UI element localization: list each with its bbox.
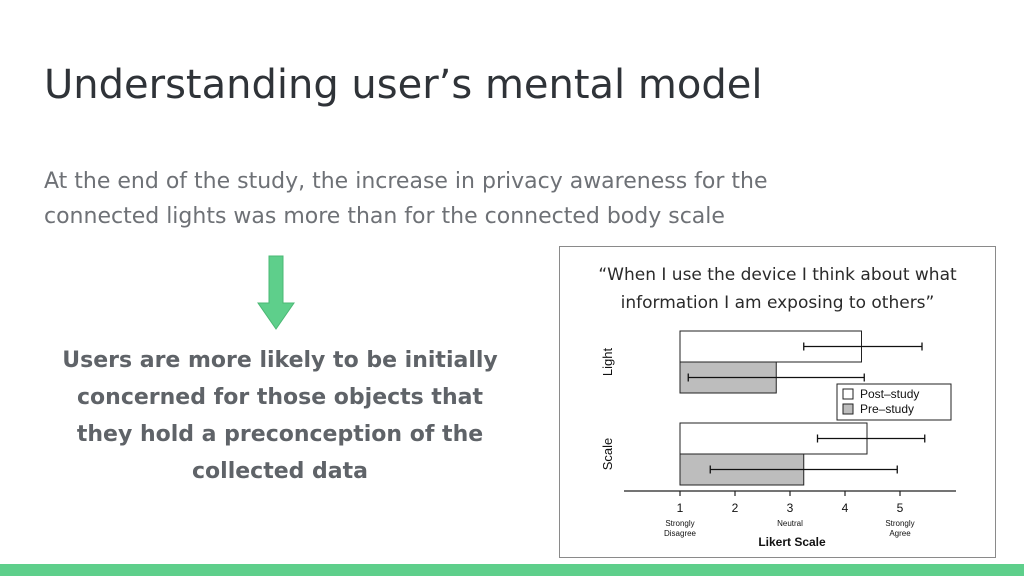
conclusion-line: collected data xyxy=(192,459,368,484)
category-label: Light xyxy=(600,348,615,377)
legend-label: Pre–study xyxy=(860,402,914,416)
chart-figure: “When I use the device I think about wha… xyxy=(559,246,996,558)
down-arrow-icon xyxy=(257,255,295,330)
x-tick-sublabel: Strongly xyxy=(885,519,914,528)
chart-title: “When I use the device I think about wha… xyxy=(560,261,995,317)
x-tick-sublabel: Disagree xyxy=(664,529,697,538)
intro-line: At the end of the study, the increase in… xyxy=(44,169,768,194)
conclusion-text: Users are more likely to be initially co… xyxy=(20,342,540,490)
x-tick-sublabel: Strongly xyxy=(665,519,694,528)
slide-title: Understanding user’s mental model xyxy=(44,62,763,108)
x-tick-label: 5 xyxy=(897,501,904,515)
conclusion-line: Users are more likely to be initially xyxy=(62,348,498,373)
legend-swatch xyxy=(842,388,854,400)
x-tick-label: 1 xyxy=(677,501,684,515)
conclusion-line: they hold a preconception of the xyxy=(76,422,484,447)
x-tick-label: 2 xyxy=(732,501,739,515)
x-tick-sublabel: Agree xyxy=(889,529,911,538)
intro-text: At the end of the study, the increase in… xyxy=(44,164,944,234)
footer-accent-bar xyxy=(0,564,1024,576)
legend-label: Post–study xyxy=(860,387,919,401)
x-axis-label: Likert Scale xyxy=(758,535,826,549)
x-tick-label: 3 xyxy=(787,501,794,515)
legend-swatch xyxy=(842,403,854,415)
x-tick-label: 4 xyxy=(842,501,849,515)
chart-title-line: information I am exposing to others” xyxy=(620,293,935,313)
chart-title-line: “When I use the device I think about wha… xyxy=(598,265,957,285)
conclusion-line: concerned for those objects that xyxy=(77,385,483,410)
x-tick-sublabel: Neutral xyxy=(777,519,803,528)
intro-line: connected lights was more than for the c… xyxy=(44,204,725,229)
legend-box xyxy=(836,383,952,421)
category-label: Scale xyxy=(600,438,615,471)
